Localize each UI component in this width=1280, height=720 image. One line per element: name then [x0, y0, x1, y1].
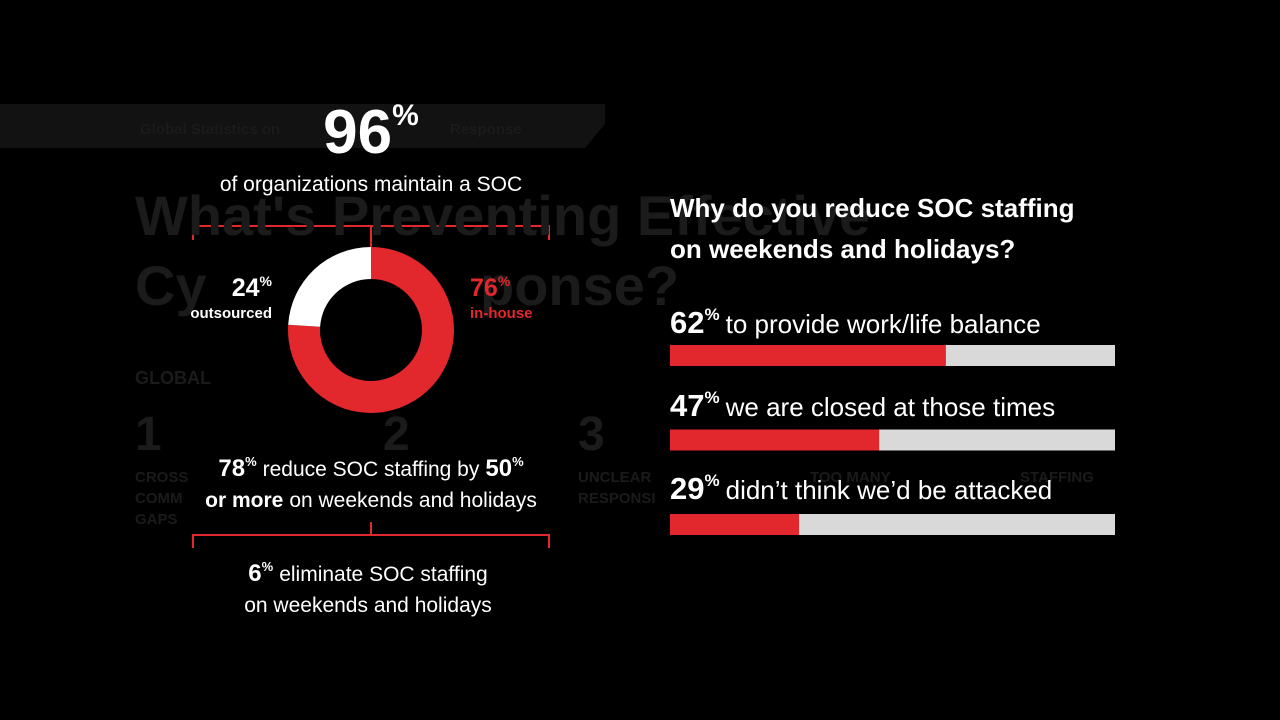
- headline: 96%: [323, 98, 419, 167]
- banner-text: Global Statistics on: [140, 121, 280, 138]
- ghost-label: TOO MANY: [810, 469, 891, 486]
- bottom-bracket: [192, 522, 550, 548]
- percent-sign: %: [262, 559, 274, 574]
- donut-label: in-house: [470, 305, 533, 322]
- reduction-value: 78: [218, 455, 245, 482]
- elimination-value: 6: [248, 560, 261, 587]
- reasons-title: Why do you reduce SOC staffing: [670, 193, 1074, 223]
- ghost-number: 1: [135, 408, 162, 461]
- ghost-label-text: TOO MANY: [810, 469, 891, 486]
- headline-value: 96: [323, 98, 392, 167]
- reason-value: 62: [670, 305, 704, 340]
- reduction-line: or more on weekends and holidays: [205, 489, 537, 512]
- percent-sign: %: [498, 273, 511, 289]
- reduction-threshold: 50: [485, 455, 512, 482]
- ghost-label-text: RESPONSI: [578, 490, 656, 507]
- headline-text: of organizations maintain a SOC: [220, 173, 522, 196]
- ghost-label-text: GAPS: [135, 511, 178, 528]
- ghost-title-line: ponse?: [480, 254, 679, 317]
- reduction-bold: or more: [205, 489, 283, 512]
- ghost-title: Cy: [135, 254, 207, 317]
- headline-caption: of organizations maintain a SOC: [220, 173, 522, 196]
- ghost-title: ponse?: [480, 254, 679, 317]
- donut-label-text: in-house: [470, 305, 533, 322]
- percent-sign: %: [704, 305, 719, 324]
- ghost-label: RESPONSI: [578, 490, 656, 507]
- ghost-title-line: What's Preventing Effective: [135, 184, 870, 247]
- reason-value: 29: [670, 471, 704, 506]
- ghost-label-text: COMM: [135, 490, 183, 507]
- ghost-label: GAPS: [135, 511, 178, 528]
- banner: [0, 104, 605, 148]
- ghost-section: GLOBAL: [135, 368, 211, 388]
- ghost-label: STAFFING: [1020, 469, 1094, 486]
- ghost-label: CROSS: [135, 469, 188, 486]
- ghost-number-text: 2: [383, 408, 410, 461]
- ghost-section-text: GLOBAL: [135, 368, 211, 388]
- reasons-title: on weekends and holidays?: [670, 234, 1015, 264]
- bar: [670, 514, 800, 535]
- percent-sign: %: [245, 454, 257, 469]
- reduction-text: reduce SOC staffing by: [263, 458, 480, 481]
- ghost-title-line: Cy: [135, 254, 207, 317]
- donut-value: 76%: [470, 273, 511, 302]
- ghost-number: 2: [383, 408, 410, 461]
- bar: [670, 429, 880, 451]
- ghost-number-text: 1: [135, 408, 162, 461]
- percent-sign: %: [512, 454, 524, 469]
- ghost-label-text: CROSS: [135, 469, 188, 486]
- donut-segment: [288, 247, 371, 327]
- reasons-title-line: on weekends and holidays?: [670, 234, 1015, 264]
- ghost-label: COMM: [135, 490, 183, 507]
- percent-sign: %: [392, 99, 419, 132]
- reduction-text: on weekends and holidays: [289, 489, 537, 512]
- ghost-label-text: UNCLEAR: [578, 469, 651, 486]
- ghost-label: UNCLEAR: [578, 469, 651, 486]
- reason-label: 62% to provide work/life balance: [670, 305, 1041, 340]
- reason-label: 47% we are closed at those times: [670, 388, 1055, 423]
- elimination-line: 6% eliminate SOC staffing: [248, 559, 487, 587]
- top-bracket: [192, 225, 550, 250]
- reason-text: to provide work/life balance: [726, 309, 1041, 339]
- donut-label-text: outsourced: [190, 305, 272, 322]
- brackets: [192, 225, 550, 548]
- reason-text: didn’t think we’d be attacked: [726, 475, 1053, 505]
- banner-part: Response: [450, 121, 522, 138]
- elimination-text: on weekends and holidays: [244, 594, 492, 617]
- ghost-label-text: STAFFING: [1020, 469, 1094, 486]
- donut-label: outsourced: [190, 305, 272, 322]
- donut-value-number: 76: [470, 274, 498, 302]
- donut-value: 24%: [232, 273, 273, 302]
- percent-sign: %: [260, 273, 273, 289]
- ghost-title: What's Preventing Effective: [135, 184, 870, 247]
- reduction-line: 78% reduce SOC staffing by 50%: [218, 454, 524, 482]
- bar: [670, 345, 946, 366]
- percent-sign: %: [704, 471, 719, 490]
- reason-label: 29% didn’t think we’d be attacked: [670, 471, 1052, 506]
- banner-text: Response: [450, 121, 522, 138]
- reason-text: we are closed at those times: [725, 392, 1056, 422]
- elimination-line: on weekends and holidays: [244, 594, 492, 617]
- percent-sign: %: [704, 388, 719, 407]
- ghost-number-text: 3: [578, 408, 605, 461]
- donut-segment: [288, 247, 454, 413]
- ghost-number: 3: [578, 408, 605, 461]
- donut-value-number: 24: [232, 274, 260, 302]
- reasons-title-line: Why do you reduce SOC staffing: [670, 193, 1074, 223]
- elimination-text: eliminate SOC staffing: [279, 563, 488, 586]
- banner-part: Global Statistics on: [140, 121, 280, 138]
- reason-value: 47: [670, 388, 704, 423]
